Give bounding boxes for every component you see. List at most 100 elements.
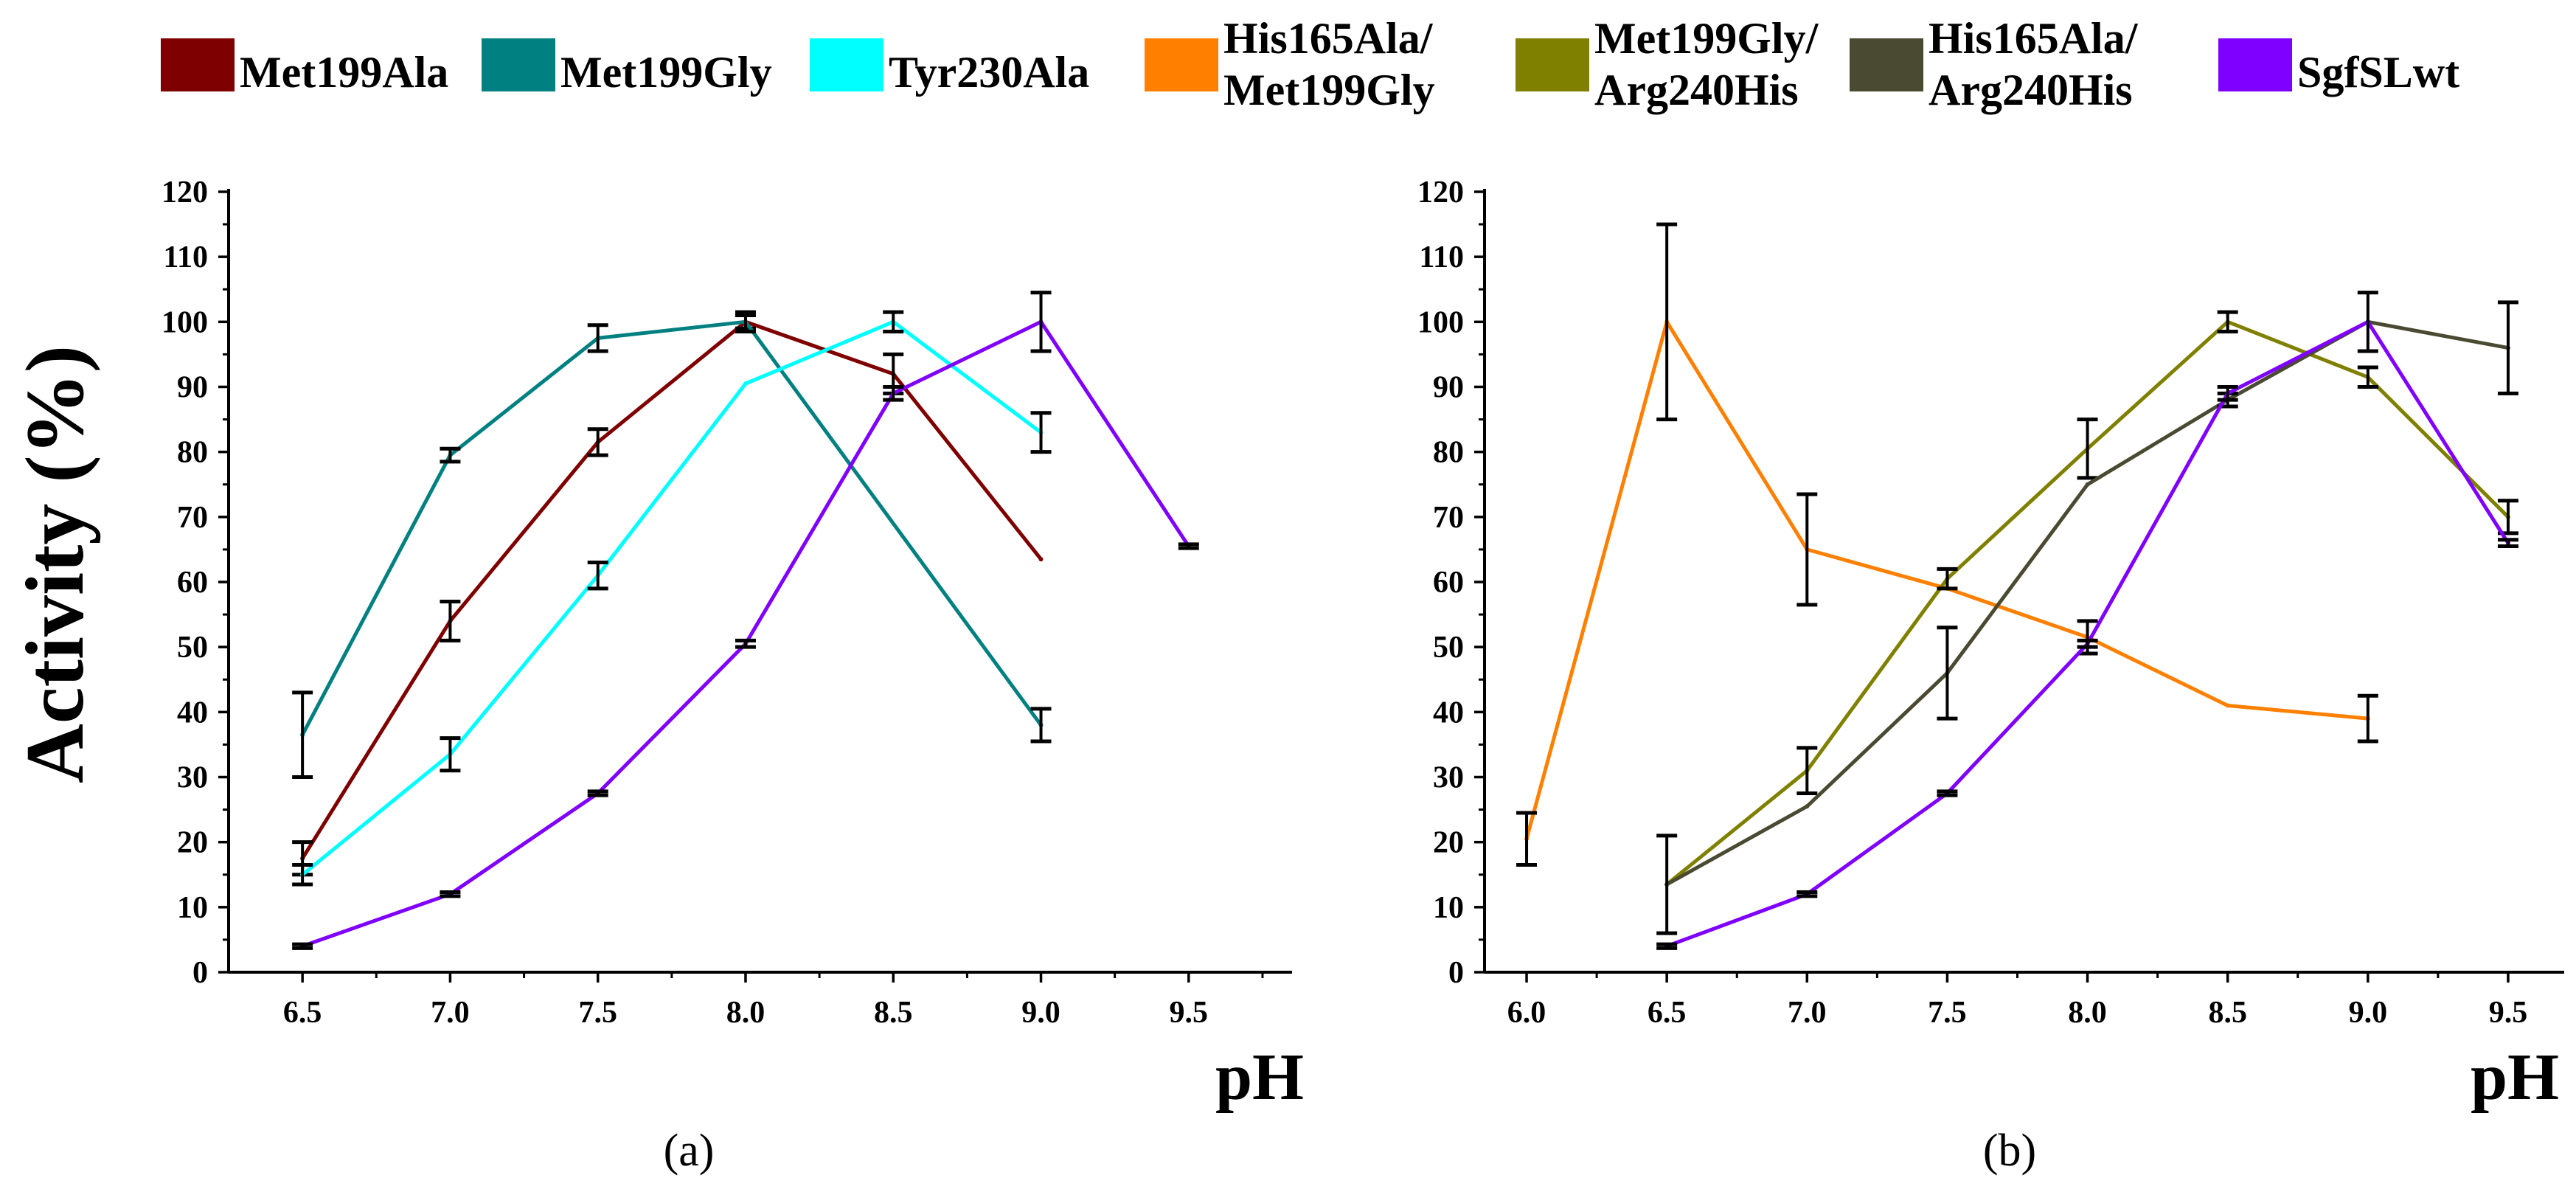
y-tick-label-a-3: 30 — [177, 761, 208, 795]
x-tick-label-a-5: 9.0 — [1021, 996, 1060, 1030]
error-bar-a-3-3 — [735, 638, 756, 649]
y-tick-label-a-10: 100 — [162, 305, 208, 339]
error-bar-b-0-2 — [1796, 492, 1818, 607]
data-point-b-0-5 — [2225, 703, 2230, 708]
y-axis-label: Activity (%) — [10, 345, 101, 783]
y-tick-label-b-1: 10 — [1433, 891, 1464, 925]
error-bar-b-2-2 — [1937, 626, 1958, 721]
y-tick-label-a-12: 120 — [162, 176, 208, 209]
y-tick-label-b-3: 30 — [1433, 761, 1464, 795]
error-bar-a-3-1 — [440, 890, 461, 898]
x-tick-label-b-6: 9.0 — [2349, 996, 2388, 1030]
series-line-a-3 — [302, 319, 1190, 949]
y-tick-label-a-8: 80 — [177, 436, 208, 470]
error-bar-a-3-5 — [1030, 291, 1052, 353]
legend-swatch-0 — [161, 38, 235, 91]
x-tick-label-a-2: 7.5 — [578, 996, 617, 1030]
y-tick-label-a-4: 40 — [177, 696, 208, 730]
legend-item-5: His165Ala/Arg240His — [1850, 14, 2139, 114]
x-tick-label-b-4: 8.0 — [2068, 996, 2107, 1030]
error-bar-a-1-0 — [292, 690, 313, 779]
y-tick-label-b-8: 80 — [1433, 436, 1464, 470]
error-bar-b-3-2 — [1937, 789, 1958, 797]
y-tick-label-a-0: 0 — [192, 956, 208, 990]
panel-caption-b: (b) — [1983, 1126, 2036, 1176]
error-bar-b-2-6 — [2497, 300, 2518, 395]
legend-swatch-3 — [1145, 38, 1218, 91]
error-bar-a-1-2 — [587, 323, 608, 353]
error-bar-b-1-4 — [2217, 310, 2238, 334]
series-line-a-0 — [300, 319, 1043, 860]
x-tick-label-b-5: 8.5 — [2208, 996, 2247, 1030]
series-a-3 — [292, 291, 1199, 950]
error-bar-a-0-1 — [440, 599, 461, 642]
data-point-b-2-3 — [2085, 482, 2090, 487]
legend-swatch-4 — [1516, 38, 1589, 91]
error-bar-b-3-6 — [2497, 538, 2518, 549]
legend-swatch-1 — [482, 38, 555, 91]
legend-label-3-line-0: His165Ala/ — [1223, 14, 1434, 63]
error-bar-a-2-5 — [1030, 411, 1052, 454]
legend-item-4: Met199Gly/Arg240His — [1516, 14, 1819, 114]
x-tick-label-a-1: 7.0 — [431, 996, 470, 1030]
series-b-1 — [1664, 310, 2518, 887]
legend-label-2: Tyr230Ala — [889, 48, 1089, 97]
error-bar-b-1-3 — [2077, 418, 2098, 480]
legend-swatch-2 — [810, 38, 883, 91]
series-line-a-2 — [301, 319, 1042, 876]
series-a-1 — [292, 310, 1052, 779]
panel-a: 0 10 20 30 40 50 60 70 80 90 100 110 120 6.5 7.0 7.5 8.0… — [162, 176, 1304, 1176]
x-tick-label-b-2: 7.0 — [1788, 996, 1827, 1030]
x-tick-label-a-6: 9.5 — [1170, 996, 1209, 1030]
x-tick-label-a-0: 6.5 — [283, 996, 322, 1030]
x-axis-label-b: pH — [2471, 1041, 2559, 1114]
y-tick-label-a-2: 20 — [177, 826, 208, 860]
error-bar-a-2-0 — [292, 863, 313, 887]
legend-swatch-5 — [1850, 38, 1923, 91]
error-bar-b-0-0 — [1516, 811, 1538, 867]
series-line-b-1 — [1665, 319, 2510, 886]
panel-b: 0 10 20 30 40 50 60 70 80 90 100 110 120 6.0 6.5 7.0 7.5… — [1417, 176, 2564, 1176]
y-tick-label-b-4: 40 — [1433, 696, 1464, 730]
y-tick-label-a-11: 110 — [163, 240, 208, 274]
legend-label-4-line-1: Arg240His — [1594, 66, 1799, 114]
y-tick-label-a-7: 70 — [177, 501, 208, 535]
error-bar-b-0-6 — [2357, 693, 2378, 744]
y-tick-label-a-5: 50 — [177, 631, 208, 665]
x-tick-label-b-3: 7.5 — [1928, 996, 1967, 1030]
y-tick-label-b-5: 50 — [1433, 631, 1464, 665]
error-bar-a-2-1 — [440, 736, 461, 773]
panel-caption-a: (a) — [664, 1126, 715, 1176]
y-tick-label-b-2: 20 — [1433, 826, 1464, 860]
error-bar-a-3-6 — [1178, 542, 1199, 550]
error-bar-a-1-1 — [440, 446, 461, 464]
x-tick-label-b-0: 6.0 — [1507, 996, 1546, 1030]
y-tick-label-a-1: 10 — [177, 891, 208, 925]
x-tick-label-b-7: 9.5 — [2489, 996, 2528, 1030]
series-a-2 — [292, 310, 1052, 887]
x-tick-label-b-1: 6.5 — [1648, 996, 1687, 1030]
legend-item-1: Met199Gly — [482, 38, 772, 97]
error-bar-a-0-2 — [587, 427, 608, 457]
legend-item-3: His165Ala/Met199Gly — [1145, 14, 1435, 114]
error-bar-a-3-4 — [883, 385, 904, 402]
error-bar-a-1-3 — [735, 310, 756, 334]
y-tick-label-b-12: 120 — [1417, 176, 1464, 209]
error-bar-b-3-3 — [2077, 638, 2098, 649]
error-bar-b-1-1 — [1796, 746, 1818, 796]
legend-label-6: SgfSLwt — [2297, 48, 2459, 97]
legend-label-4-line-0: Met199Gly/ — [1594, 14, 1819, 63]
legend-label-3-line-1: Met199Gly — [1223, 66, 1435, 114]
series-b-0 — [1516, 222, 2378, 867]
error-bar-b-0-1 — [1656, 222, 1678, 422]
error-bar-a-3-0 — [292, 942, 313, 950]
y-tick-label-b-10: 100 — [1417, 305, 1464, 339]
y-tick-label-a-6: 60 — [177, 566, 208, 600]
legend-label-0: Met199Ala — [240, 48, 448, 97]
legend-item-0: Met199Ala — [161, 38, 448, 97]
error-bar-b-3-1 — [1796, 890, 1818, 898]
data-point-b-2-1 — [1805, 804, 1810, 809]
error-bar-b-1-2 — [1937, 567, 1958, 591]
legend-item-2: Tyr230Ala — [810, 38, 1089, 97]
